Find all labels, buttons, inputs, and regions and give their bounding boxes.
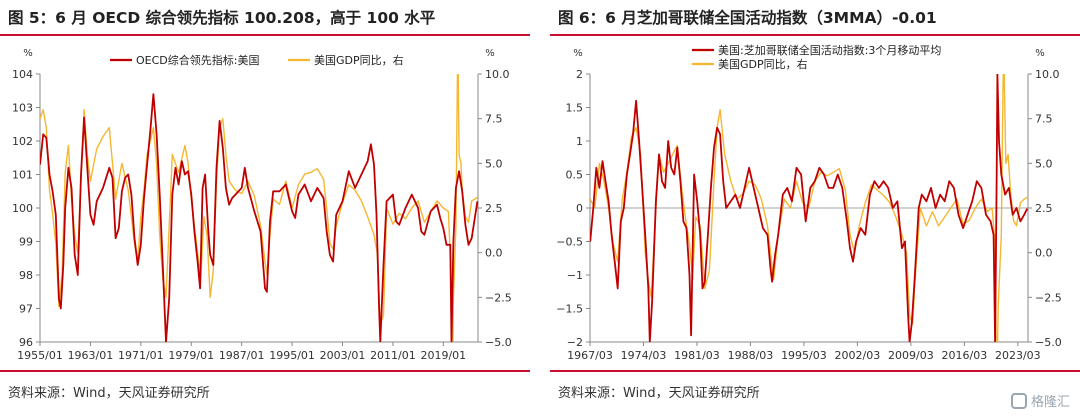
y-left-tick-label: −2 [567, 336, 583, 349]
y-left-tick-label: 97 [19, 303, 33, 316]
series-line-primary [40, 93, 478, 342]
y-left-tick-label: −1 [567, 269, 583, 282]
y-right-tick-label: 2.5 [485, 202, 503, 215]
left-unit-label: % [573, 48, 583, 59]
watermark: 格隆汇 [1010, 391, 1070, 410]
y-right-tick-label: 5.0 [485, 157, 503, 170]
x-tick-label: 2016/03 [942, 349, 988, 362]
y-left-tick-label: 96 [19, 336, 33, 349]
y-left-tick-label: 1.5 [566, 102, 584, 115]
title-rule [0, 34, 530, 36]
x-tick-label: 1967/03 [567, 349, 613, 362]
y-right-tick-label: 7.5 [1035, 113, 1053, 126]
x-tick-label: 1971/01 [118, 349, 164, 362]
y-right-tick-label: 10.0 [1035, 68, 1060, 81]
y-left-tick-label: 100 [12, 202, 33, 215]
y-left-tick-label: 2 [576, 68, 583, 81]
chart-panel-cfnai: 图 6：6 月芝加哥联储全国活动指数（3MMA）-0.01 %% −2 −1.5 −1… [550, 0, 1080, 416]
x-tick-label: 1987/01 [219, 349, 265, 362]
source-rule [0, 370, 530, 372]
x-tick-label: 2011/01 [370, 349, 416, 362]
y-left-tick-label: 0.5 [566, 169, 584, 182]
x-tick-label: 2009/03 [888, 349, 934, 362]
x-tick-label: 1955/01 [17, 349, 63, 362]
x-tick-label: 1974/03 [621, 349, 667, 362]
legend-label: 美国GDP同比，右 [314, 53, 404, 67]
y-left-tick-label: 103 [12, 102, 33, 115]
y-right-tick-label: −2.5 [485, 291, 512, 304]
title-rule [550, 34, 1080, 36]
x-tick-label: 2019/01 [420, 349, 466, 362]
y-left-tick-label: 102 [12, 135, 33, 148]
y-right-tick-label: −2.5 [1035, 291, 1062, 304]
y-left-tick-label: 0 [576, 202, 583, 215]
y-right-tick-label: 5.0 [1035, 157, 1053, 170]
y-right-tick-label: −5.0 [1035, 336, 1062, 349]
x-tick-label: 2003/01 [320, 349, 366, 362]
y-right-tick-label: 0.0 [485, 247, 503, 260]
y-left-tick-label: 104 [12, 68, 33, 81]
y-left-tick-label: 99 [19, 236, 33, 249]
legend-label: OECD综合领先指标:美国 [136, 53, 259, 67]
y-left-tick-label: 98 [19, 269, 33, 282]
y-left-tick-label: 1 [576, 135, 583, 148]
cfnai-chart: % % −2 −1.5 −1 −0.5 0 0.5 1 1.5 2 −5.0 −2.5 0.0 2.5 5.0… [556, 43, 1062, 362]
source-rule [550, 370, 1080, 372]
legend-label: 美国:芝加哥联储全国活动指数:3个月移动平均 [718, 43, 941, 57]
y-left-tick-label: 101 [12, 169, 33, 182]
oecd-cli-chart: % % 96 97 98 99 100 101 102 103 104 −5.0 −2.5 0.0 2.5 5… [12, 48, 512, 362]
series-line-primary [590, 74, 1028, 342]
x-tick-label: 1995/01 [269, 349, 315, 362]
left-unit-label: % [23, 48, 33, 59]
x-tick-label: 1981/03 [674, 349, 720, 362]
chart-title: 图 5：6 月 OECD 综合领先指标 100.208，高于 100 水平 [8, 9, 436, 27]
chart-title: 图 6：6 月芝加哥联储全国活动指数（3MMA）-0.01 [558, 9, 937, 27]
y-right-tick-label: 10.0 [485, 68, 510, 81]
x-tick-label: 1963/01 [68, 349, 114, 362]
x-tick-label: 1995/03 [781, 349, 827, 362]
y-right-tick-label: 0.0 [1035, 247, 1053, 260]
x-tick-label: 1988/03 [728, 349, 774, 362]
chart-panel-oecd: 图 5：6 月 OECD 综合领先指标 100.208，高于 100 水平 %%… [0, 0, 530, 416]
x-tick-label: 2002/03 [835, 349, 881, 362]
y-right-tick-label: 7.5 [485, 113, 503, 126]
watermark-text: 格隆汇 [1030, 395, 1070, 410]
y-left-tick-label: −1.5 [556, 303, 583, 316]
y-right-tick-label: −5.0 [485, 336, 512, 349]
series-line-gdp [40, 74, 478, 342]
x-tick-label: 2023/03 [995, 349, 1041, 362]
x-tick-label: 1979/01 [168, 349, 214, 362]
gelonghui-logo-icon [1010, 392, 1027, 409]
right-unit-label: % [485, 48, 495, 59]
legend-label: 美国GDP同比，右 [718, 57, 808, 71]
source-note: 资料来源：Wind，天风证券研究所 [558, 386, 760, 401]
y-right-tick-label: 2.5 [1035, 202, 1053, 215]
source-note: 资料来源：Wind，天风证券研究所 [8, 386, 210, 401]
y-left-tick-label: −0.5 [556, 236, 583, 249]
right-unit-label: % [1035, 48, 1045, 59]
